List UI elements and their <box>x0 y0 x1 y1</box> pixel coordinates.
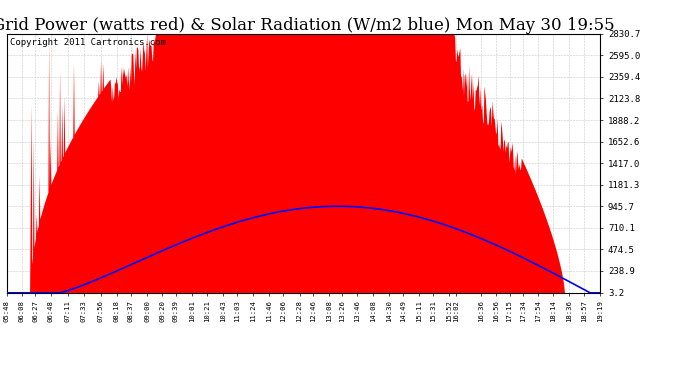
Text: Copyright 2011 Cartronics.com: Copyright 2011 Cartronics.com <box>10 38 166 46</box>
Title: Grid Power (watts red) & Solar Radiation (W/m2 blue) Mon May 30 19:55: Grid Power (watts red) & Solar Radiation… <box>0 16 615 34</box>
